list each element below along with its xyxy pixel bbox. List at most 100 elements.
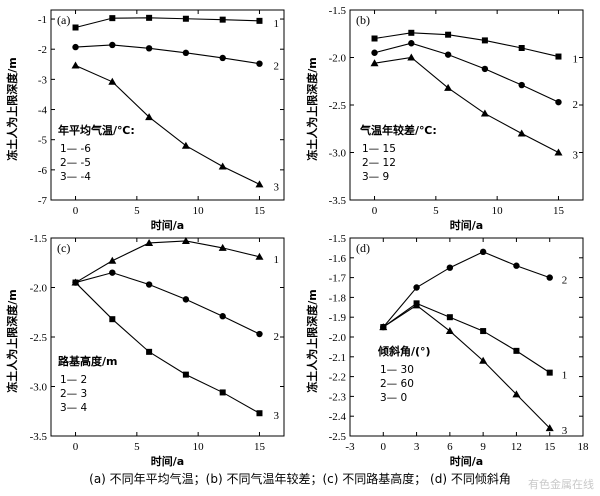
series-label: 2 — [572, 99, 578, 111]
data-point-circle — [444, 51, 452, 58]
y-tick-label: -2 — [38, 44, 47, 56]
series-line — [75, 282, 260, 414]
x-tick-label: 10 — [193, 205, 205, 217]
data-point-square — [446, 314, 453, 321]
x-tick-label: -3 — [345, 441, 355, 453]
data-point-triangle — [255, 180, 264, 188]
legend-entry: 2— -5 — [60, 157, 91, 169]
data-point-circle — [413, 284, 420, 291]
x-tick-label: 0 — [381, 441, 387, 453]
data-point-triangle — [108, 77, 117, 85]
series-label: 3 — [572, 150, 578, 162]
y-tick-label: -3 — [38, 74, 48, 86]
y-tick-label: -2.5 — [30, 332, 48, 344]
data-point-square — [513, 347, 520, 354]
plot-frame — [349, 237, 584, 437]
chart-panel-a: 0 5 10 15 -7 -6 -5 -4 -3 -2 -1 (a) 时间/a 冻土人为上限深度/m 1 2 3… — [5, 9, 285, 232]
figure: 0 5 10 15-7-6-5-4-3-2-1 (a)时间/a冻土人为上限深度/m123… — [5, 5, 589, 468]
data-point-triangle — [379, 323, 388, 331]
data-point-square — [555, 53, 562, 60]
series-line — [75, 272, 260, 335]
series-label: 1 — [273, 254, 279, 266]
x-tick-label: 10 — [492, 205, 504, 217]
data-point-square — [408, 29, 415, 36]
panel-label: (d) — [356, 241, 370, 255]
y-tick-label: -5 — [38, 135, 48, 147]
y-axis-label: 冻土人为上限深度/m — [305, 57, 319, 160]
series-1: 1 — [72, 14, 279, 31]
y-tick-label: -4 — [38, 105, 48, 117]
x-tick-label: 15 — [553, 205, 565, 217]
data-point-square — [72, 24, 79, 31]
y-tick-label: -1.5 — [329, 5, 347, 17]
legend: 路基高度/m 1— 2 2— 3 3— 4 — [58, 354, 117, 414]
x-tick-label: 15 — [254, 441, 266, 453]
legend-entry: 1— 15 — [362, 143, 396, 155]
y-tick-label: -2.5 — [329, 431, 347, 443]
y-axis-label: 冻土人为上限深度/m — [5, 57, 19, 160]
data-point-circle — [182, 296, 190, 303]
y-tick-label: -3.5 — [30, 431, 48, 443]
legend-entry: 1— -6 — [60, 143, 91, 155]
series-2: 2 — [72, 41, 279, 73]
data-point-triangle — [412, 301, 421, 309]
data-point-circle — [182, 49, 190, 57]
y-tick-label: -2.1 — [329, 352, 346, 364]
y-tick-label: -2.0 — [329, 53, 347, 65]
legend-entry: 1— 30 — [380, 364, 414, 376]
data-point-circle — [481, 65, 489, 73]
x-tick-label: 5 — [134, 205, 140, 217]
data-point-circle — [72, 43, 79, 51]
x-tick-label: 5 — [433, 205, 439, 217]
data-point-triangle — [255, 252, 264, 260]
series-label: 2 — [273, 331, 279, 343]
data-point-square — [219, 389, 226, 396]
y-tick-label: -7 — [38, 195, 48, 207]
series-label: 2 — [273, 61, 279, 73]
legend: 倾斜角/(°) 1— 30 2— 60 3— 0 — [377, 344, 431, 404]
y-tick-label: -3.0 — [329, 148, 347, 160]
series-label: 2 — [562, 275, 568, 287]
y-axis-label: 冻土人为上限深度/m — [305, 289, 319, 392]
chart-panel-d: -3 0 3 6 9 12 15 18-2.5-2.4-2.3-2.2-2.1-2.0-1.9… — [305, 233, 589, 468]
data-point-triangle — [71, 61, 80, 69]
data-point-triangle — [545, 424, 554, 432]
y-tick-label: -2.5 — [329, 100, 347, 112]
data-point-triangle — [181, 236, 190, 244]
y-tick-label: -1 — [38, 14, 47, 26]
legend-title: 年平均气温/℃: — [58, 123, 135, 137]
data-point-circle — [446, 264, 454, 271]
y-tick-label: -1.5 — [30, 233, 48, 245]
series-1: 1 — [71, 236, 279, 286]
series-line — [374, 32, 559, 58]
data-point-triangle — [479, 356, 488, 364]
data-point-circle — [219, 54, 226, 62]
legend-title: 倾斜角/(°) — [377, 344, 431, 358]
series-line — [75, 17, 260, 29]
data-point-triangle — [218, 162, 227, 170]
x-axis-label: 时间/a — [450, 454, 483, 468]
data-point-circle — [408, 40, 415, 47]
y-tick-label: -1.5 — [329, 233, 347, 245]
data-point-triangle — [145, 238, 154, 246]
panel-label: (a) — [57, 13, 70, 27]
series-line — [382, 304, 551, 429]
x-tick-label: 12 — [511, 441, 522, 453]
data-point-triangle — [407, 53, 416, 61]
series-line — [374, 42, 559, 103]
data-point-square — [182, 15, 189, 22]
x-tick-label: 0 — [372, 205, 378, 217]
x-axis-label: 时间/a — [450, 218, 483, 232]
series-line — [382, 251, 550, 328]
data-point-triangle — [445, 327, 454, 335]
data-point-square — [445, 31, 452, 38]
data-point-triangle — [145, 113, 154, 121]
y-tick-label: -6 — [38, 165, 48, 177]
data-point-square — [109, 15, 116, 22]
series-2: 2 — [380, 248, 568, 331]
data-point-circle — [513, 262, 520, 269]
data-point-square — [146, 14, 153, 21]
plot-frame — [50, 9, 285, 201]
x-axis-label: 时间/a — [151, 454, 184, 468]
data-point-triangle — [181, 141, 190, 149]
